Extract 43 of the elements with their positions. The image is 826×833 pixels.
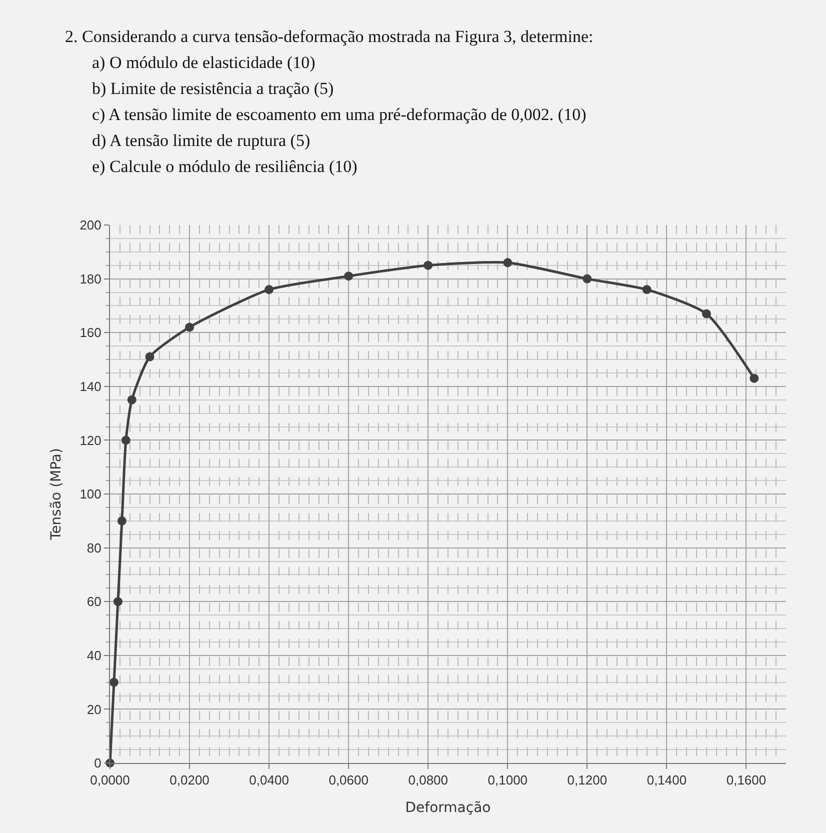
text: b) Limite de resistência a tração (5) — [92, 79, 334, 98]
y-tick-label: 40 — [86, 648, 102, 663]
text: e) Calcule o módulo de resiliência (10) — [92, 157, 358, 176]
y-tick-label: 180 — [80, 271, 102, 286]
y-tick-label: 0 — [94, 756, 102, 771]
text: c) A tensão limite de escoamento em uma pré-deformação de 0,002. (10) — [92, 105, 586, 124]
x-axis-title: Deformação — [405, 800, 491, 816]
x-tick-label: 0,0000 — [90, 772, 130, 788]
x-tick-label: 0,1600 — [726, 772, 766, 788]
point — [702, 309, 711, 318]
y-axis-title: Tensão (MPa) — [48, 448, 64, 541]
y-tick-label: 100 — [80, 486, 102, 502]
point — [642, 285, 652, 294]
x-tick-label: 0,1400 — [646, 772, 687, 788]
point — [127, 395, 136, 404]
point — [113, 597, 122, 606]
point — [344, 272, 354, 281]
x-tick-label: 0,1000 — [488, 772, 528, 788]
chart-title: 2. Considerando a curva tensão-deformação mostrada na Figura 3, determine: — [65, 27, 594, 46]
y-tick-label: 120 — [80, 432, 102, 448]
point — [109, 678, 118, 687]
point — [145, 352, 154, 362]
point — [121, 436, 130, 445]
y-tick-label: 80 — [86, 540, 102, 556]
x-tick-label: 0,1200 — [567, 772, 608, 788]
y-tick-label: 20 — [86, 702, 102, 717]
point — [582, 274, 592, 284]
x-tick-label: 0,0200 — [170, 772, 210, 788]
point — [264, 285, 274, 294]
text: a) O módulo de elasticidade (10) — [92, 53, 316, 72]
y-tick-label: 160 — [80, 325, 102, 340]
point — [750, 374, 759, 383]
point — [424, 260, 433, 270]
point — [117, 516, 126, 526]
y-tick-label: 200 — [80, 218, 102, 233]
point — [503, 258, 512, 268]
point — [185, 322, 194, 332]
y-tick-label: 60 — [86, 594, 102, 610]
x-tick-label: 0,0800 — [408, 772, 448, 788]
x-tick-label: 0,0600 — [328, 772, 368, 788]
y-tick-label: 140 — [80, 378, 102, 394]
text: d) A tensão limite de ruptura (5) — [92, 131, 310, 150]
x-tick-label: 0,0400 — [249, 772, 289, 788]
